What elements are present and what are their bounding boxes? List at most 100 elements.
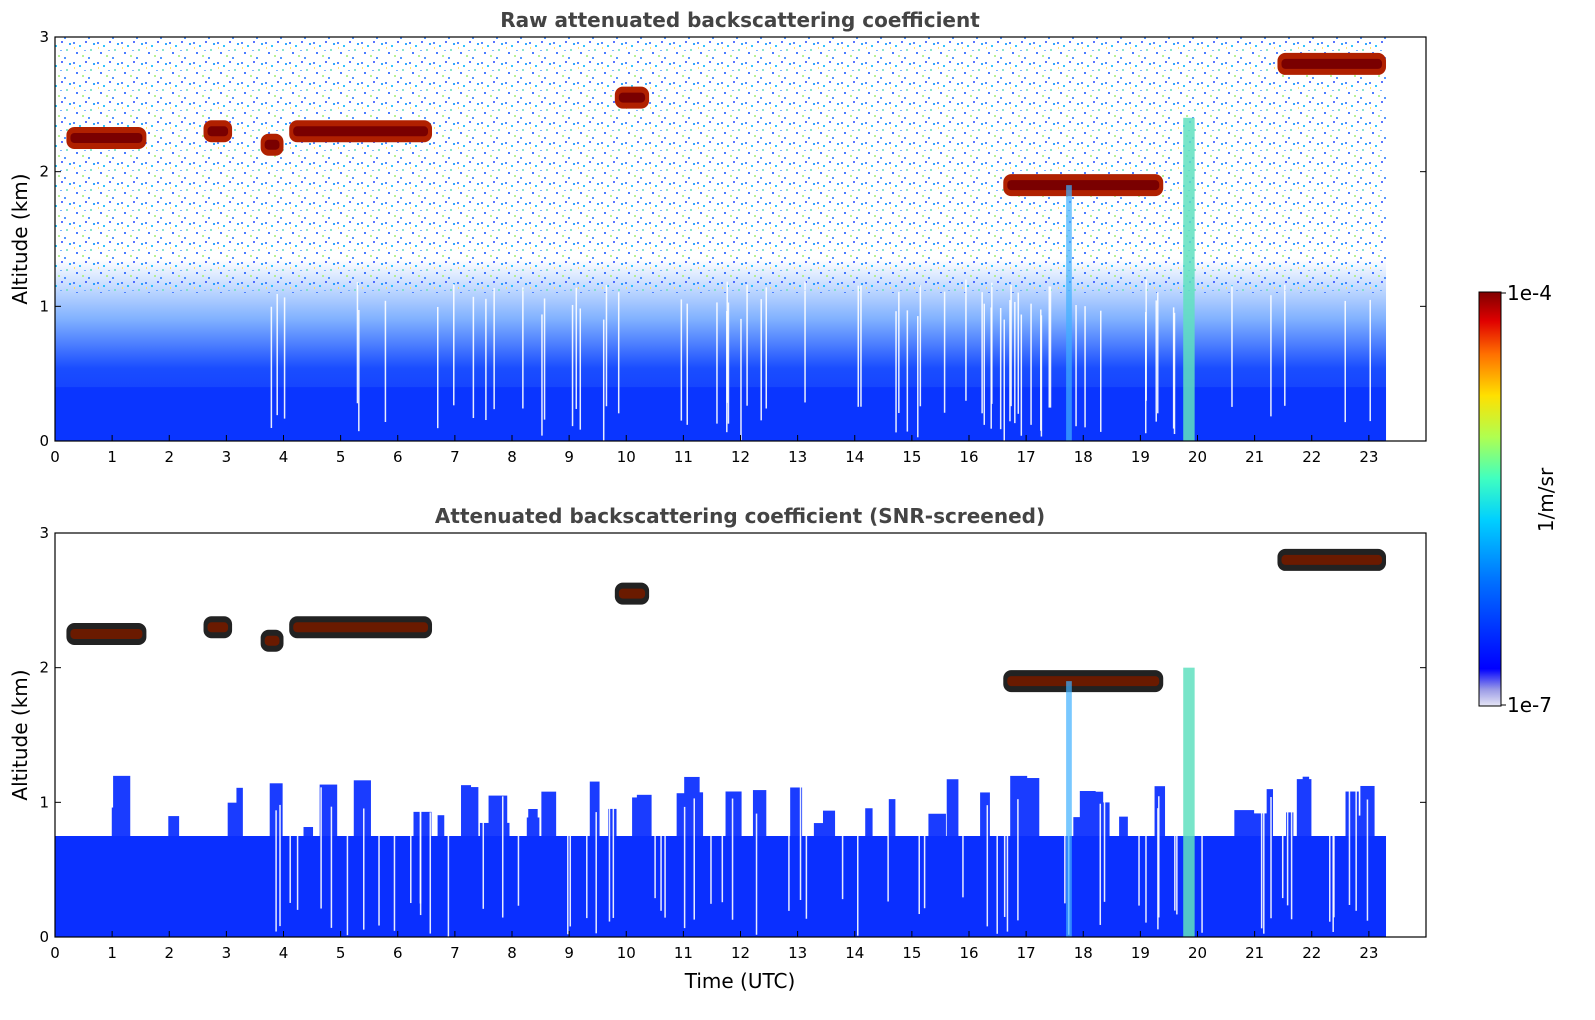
gap-streak [1003, 319, 1005, 441]
gap-streak [1176, 793, 1178, 915]
gap-streak [841, 777, 844, 900]
boundary-layer-plume [946, 779, 959, 836]
gap-streak [965, 279, 967, 401]
gap-streak [731, 798, 734, 920]
boundary-layer-plume [725, 791, 742, 836]
gap-streak [384, 300, 387, 422]
gap-streak [999, 308, 1002, 430]
boundary-layer-plume [980, 792, 990, 836]
cloud-core [264, 635, 280, 646]
gap-streak [1084, 306, 1086, 428]
x-tick-label: 7 [450, 944, 460, 962]
gap-streak [654, 776, 656, 899]
gap-streak [1366, 799, 1369, 921]
gap-streak [575, 287, 578, 409]
gap-streak [686, 303, 688, 425]
gap-streak [1263, 812, 1265, 934]
x-tick-label: 0 [50, 944, 60, 962]
x-tick-label: 23 [1359, 448, 1378, 466]
y-tick-label: 0 [39, 432, 49, 450]
colorbar-min-label: 1e-7 [1507, 693, 1552, 717]
panel-screened-x-ticks: 0 1 2 3 4 5 6 7 8 9 10 11 12 13 14 15 16 17 18 19 20 21 22 23 [50, 931, 1378, 962]
gap-streak [289, 781, 291, 903]
x-tick-label: 4 [279, 448, 289, 466]
boundary-layer-plume [928, 813, 946, 836]
gap-streak [760, 299, 762, 421]
gap-streak [1099, 803, 1102, 925]
x-tick-label: 16 [959, 448, 978, 466]
x-tick-label: 20 [1188, 448, 1207, 466]
gap-streak [1155, 300, 1157, 422]
gap-streak [1348, 783, 1351, 905]
x-tick-label: 1 [107, 944, 117, 962]
boundary-layer-plume [319, 784, 338, 836]
gap-streak [356, 282, 359, 404]
gap-streak [991, 282, 993, 404]
x-tick-label: 6 [393, 448, 403, 466]
boundary-layer-plume [227, 802, 241, 836]
gap-streak [283, 297, 286, 419]
y-tick-label: 1 [39, 297, 49, 315]
gap-streak [788, 789, 790, 911]
boundary-layer-plume [463, 787, 479, 836]
gap-streak [1049, 286, 1052, 408]
gap-streak [726, 310, 728, 433]
cloud-core [70, 629, 143, 639]
gap-streak [1017, 799, 1019, 921]
gap-streak [1030, 303, 1032, 425]
x-tick-label: 14 [845, 448, 864, 466]
colorbar: 1e-4 1e-7 1/m/sr [1478, 281, 1558, 717]
x-tick-label: 9 [564, 944, 574, 962]
gap-streak [410, 781, 412, 904]
gap-streak [358, 309, 360, 432]
gap-streak [898, 291, 900, 414]
noise-speckle [55, 37, 1387, 293]
gap-streak [1355, 789, 1357, 911]
cloud-core [1281, 554, 1383, 565]
colorbar-unit-label: 1/m/sr [1534, 467, 1558, 532]
gap-streak [943, 291, 946, 413]
x-tick-label: 4 [279, 944, 289, 962]
gap-streak [996, 812, 998, 934]
boundary-layer-plume [589, 781, 600, 836]
gap-streak [1020, 314, 1023, 436]
gap-streak [429, 812, 432, 934]
cloud-core [207, 126, 229, 137]
x-tick-label: 15 [902, 944, 921, 962]
gap-streak [1270, 295, 1272, 417]
x-tick-label: 11 [674, 448, 693, 466]
gap-streak [541, 314, 543, 436]
precipitation-shaft [1183, 117, 1195, 442]
gap-streak [419, 782, 422, 904]
gap-streak [330, 806, 333, 928]
boundary-layer-plume [1119, 816, 1128, 836]
panel-screened: Attenuated backscattering coefficient (S… [8, 504, 1427, 993]
precipitation-shaft [1183, 667, 1195, 937]
panel-screened-ylabel: Altitude (km) [8, 669, 32, 800]
x-tick-label: 8 [507, 448, 517, 466]
x-tick-label: 0 [50, 448, 60, 466]
panel-raw-y-ticks: 0 1 2 3 [39, 28, 1426, 450]
gap-streak [765, 287, 768, 409]
gap-streak [1158, 796, 1160, 918]
x-tick-label: 18 [1074, 448, 1093, 466]
gap-streak [1064, 782, 1066, 904]
boundary-layer-plume [608, 808, 617, 836]
gap-streak [1174, 789, 1176, 911]
y-tick-label: 0 [39, 928, 49, 946]
x-tick-label: 9 [564, 448, 574, 466]
gap-streak [378, 804, 380, 926]
gap-streak [569, 805, 572, 927]
gap-streak [917, 316, 919, 438]
x-tick-label: 1 [107, 448, 117, 466]
cloud-core [293, 622, 429, 633]
boundary-layer-plume [353, 780, 371, 836]
gap-streak [804, 281, 806, 403]
x-tick-label: 3 [222, 448, 232, 466]
x-tick-label: 14 [845, 944, 864, 962]
gap-streak [501, 796, 504, 918]
x-tick-label: 6 [393, 944, 403, 962]
gap-streak [895, 311, 897, 433]
gap-streak [447, 815, 450, 937]
gap-streak [1075, 305, 1077, 427]
